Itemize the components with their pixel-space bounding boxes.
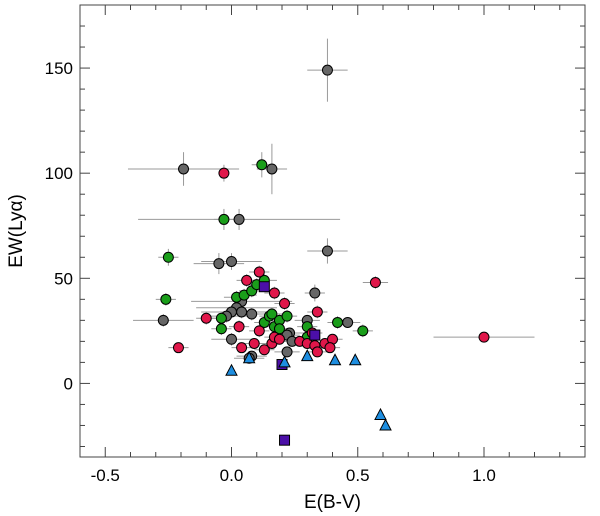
circle-marker [226, 333, 237, 345]
circle-marker [160, 293, 172, 305]
circle-marker [342, 316, 354, 328]
circle-marker [178, 163, 190, 175]
circle-marker [273, 333, 285, 345]
y-tick-label: 150 [45, 59, 73, 78]
y-tick-label: 50 [54, 269, 73, 288]
x-tick-label: 0.5 [346, 466, 370, 485]
circle-marker [478, 331, 490, 343]
circle-marker [162, 251, 174, 263]
square-marker [309, 329, 321, 341]
x-tick-labels: -0.5 0.0 0.5 1.0 [91, 466, 496, 485]
circle-marker [281, 346, 293, 358]
circle-marker [281, 310, 293, 322]
x-tick-label: 1.0 [472, 466, 496, 485]
circle-marker [321, 245, 333, 257]
circle-marker [258, 344, 270, 356]
circle-marker [226, 255, 237, 267]
circle-marker [266, 308, 278, 320]
circle-marker [236, 342, 248, 354]
circle-marker [311, 306, 323, 318]
circle-marker [233, 321, 245, 333]
circle-marker [215, 312, 227, 324]
triangle-marker [225, 363, 238, 376]
circle-marker [279, 298, 291, 310]
triangle-marker [328, 353, 342, 366]
circle-marker [213, 258, 225, 270]
square-marker [279, 434, 291, 446]
circle-marker [157, 314, 169, 326]
circle-marker [332, 316, 344, 328]
triangle-marker [278, 355, 291, 368]
circle-marker [253, 325, 265, 337]
triangle-marker [379, 418, 392, 431]
circle-marker [268, 287, 280, 299]
circle-marker [248, 337, 260, 349]
circle-marker [324, 342, 336, 354]
circle-marker [236, 306, 248, 318]
circle-marker [321, 64, 333, 76]
y-axis-title: EW(Lyα) [6, 194, 27, 268]
circle-marker [256, 159, 268, 171]
circle-marker [273, 323, 285, 335]
y-tick-labels: 0 50 100 150 [45, 59, 73, 393]
axis-ticks [79, 5, 586, 457]
circle-marker [253, 266, 265, 278]
circle-marker [200, 312, 212, 324]
data-markers [157, 64, 490, 446]
square-marker [258, 281, 270, 293]
circle-marker [215, 323, 227, 335]
circle-marker [172, 342, 184, 354]
x-tick-label: 0.0 [220, 466, 244, 485]
circle-marker [218, 167, 230, 179]
circle-marker [369, 277, 381, 289]
circle-marker [309, 287, 321, 299]
x-axis-title: E(B-V) [304, 492, 361, 513]
triangle-marker [242, 351, 256, 364]
y-tick-label: 0 [64, 374, 73, 393]
circle-marker [311, 346, 323, 358]
triangle-marker [300, 349, 314, 362]
triangle-marker [348, 353, 362, 366]
circle-marker [266, 163, 278, 175]
circle-marker [241, 274, 253, 286]
circle-marker [246, 308, 258, 320]
y-tick-label: 100 [45, 164, 73, 183]
circle-marker [218, 213, 230, 225]
x-tick-label: -0.5 [91, 466, 120, 485]
circle-marker [357, 325, 369, 337]
circle-marker [233, 213, 245, 225]
triangle-marker [374, 407, 387, 420]
